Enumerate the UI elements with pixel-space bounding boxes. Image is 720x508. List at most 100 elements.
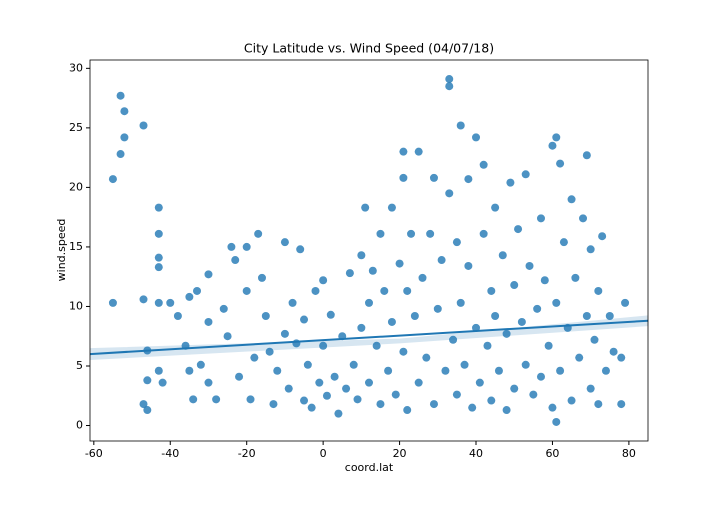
point: [116, 91, 125, 100]
point: [399, 173, 408, 182]
point: [261, 311, 270, 320]
x-tick-label: 20: [393, 447, 407, 460]
point: [544, 341, 553, 350]
point: [445, 189, 454, 198]
point: [193, 286, 202, 295]
point: [185, 366, 194, 375]
point: [319, 341, 328, 350]
x-tick-label: 80: [622, 447, 636, 460]
point: [460, 360, 469, 369]
point: [349, 360, 358, 369]
point: [315, 378, 324, 387]
x-tick-label: 60: [545, 447, 559, 460]
point: [552, 298, 561, 307]
point: [158, 378, 167, 387]
point: [536, 214, 545, 223]
chart-title: City Latitude vs. Wind Speed (04/07/18): [244, 41, 494, 56]
point: [601, 366, 610, 375]
point: [139, 400, 148, 409]
point: [472, 323, 481, 332]
point: [246, 395, 255, 404]
point: [196, 360, 205, 369]
point: [414, 378, 423, 387]
point: [223, 332, 232, 341]
point: [219, 304, 228, 313]
point: [154, 263, 163, 272]
point: [452, 390, 461, 399]
point: [361, 203, 370, 212]
point: [414, 147, 423, 156]
x-tick-label: -60: [85, 447, 103, 460]
y-tick-label: 15: [69, 240, 83, 253]
point: [288, 298, 297, 307]
point: [491, 311, 500, 320]
point: [250, 353, 259, 362]
point: [395, 259, 404, 268]
point: [582, 311, 591, 320]
point: [621, 298, 630, 307]
point: [418, 273, 427, 282]
point: [502, 329, 511, 338]
point: [108, 175, 117, 184]
point: [433, 304, 442, 313]
point: [571, 273, 580, 282]
y-tick-label: 30: [69, 61, 83, 74]
point: [617, 353, 626, 362]
point: [372, 341, 381, 350]
point: [605, 311, 614, 320]
point: [403, 406, 412, 415]
x-tick-label: -40: [161, 447, 179, 460]
point: [552, 417, 561, 426]
point: [510, 281, 519, 290]
regression-line: [89, 319, 649, 356]
point: [280, 238, 289, 247]
point: [368, 266, 377, 275]
point: [300, 396, 309, 405]
y-tick-label: 5: [76, 359, 83, 372]
confidence-band: [90, 315, 648, 361]
y-tick-label: 0: [76, 419, 83, 432]
point: [556, 366, 565, 375]
point: [353, 395, 362, 404]
point: [120, 107, 129, 116]
point: [429, 400, 438, 409]
point: [326, 310, 335, 319]
point: [189, 395, 198, 404]
point: [307, 403, 316, 412]
point: [456, 121, 465, 130]
point: [231, 256, 240, 265]
x-tick-label: 40: [469, 447, 483, 460]
point: [552, 133, 561, 142]
point: [139, 121, 148, 130]
point: [154, 203, 163, 212]
point: [494, 366, 503, 375]
point: [567, 396, 576, 405]
point: [468, 403, 477, 412]
point: [617, 400, 626, 409]
point: [376, 400, 385, 409]
point: [403, 286, 412, 295]
point: [449, 335, 458, 344]
point: [254, 229, 263, 238]
point: [242, 286, 251, 295]
point: [108, 298, 117, 307]
point: [464, 261, 473, 270]
point: [502, 406, 511, 415]
x-axis-label: coord.lat: [345, 461, 394, 474]
point: [575, 353, 584, 362]
point: [204, 270, 213, 279]
point: [384, 366, 393, 375]
point: [311, 286, 320, 295]
point: [330, 372, 339, 381]
point: [376, 229, 385, 238]
point: [540, 276, 549, 285]
point: [483, 341, 492, 350]
point: [517, 317, 526, 326]
point: [296, 245, 305, 254]
point: [391, 390, 400, 399]
point: [594, 400, 603, 409]
point: [116, 150, 125, 159]
point: [445, 75, 454, 84]
point: [456, 298, 465, 307]
